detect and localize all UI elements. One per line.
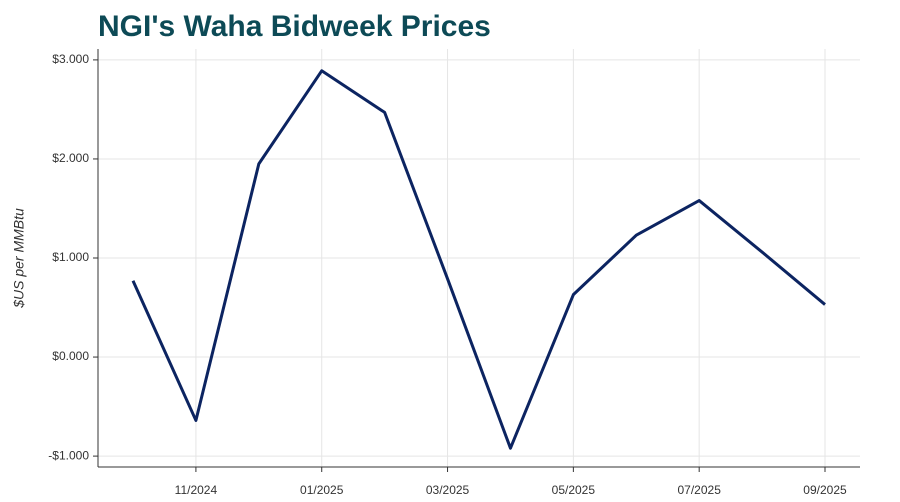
y-axis-label: $US per MMBtu: [11, 208, 27, 309]
chart-title: NGI's Waha Bidweek Prices: [98, 10, 491, 43]
y-tick-label: $0.000: [52, 349, 89, 363]
y-tick-label: $1.000: [52, 250, 89, 264]
x-tick-label: 09/2025: [803, 483, 847, 497]
x-tick-label: 03/2025: [426, 483, 470, 497]
line-series: [131, 69, 826, 450]
x-tick-label: 01/2025: [300, 483, 344, 497]
y-tick-label: $3.000: [52, 52, 89, 66]
x-tick-label: 07/2025: [677, 483, 721, 497]
y-tick-label: $2.000: [52, 151, 89, 165]
y-tick-label: -$1.000: [48, 448, 89, 462]
x-tick-label: 11/2024: [175, 483, 218, 497]
x-tick-label: 05/2025: [552, 483, 596, 497]
